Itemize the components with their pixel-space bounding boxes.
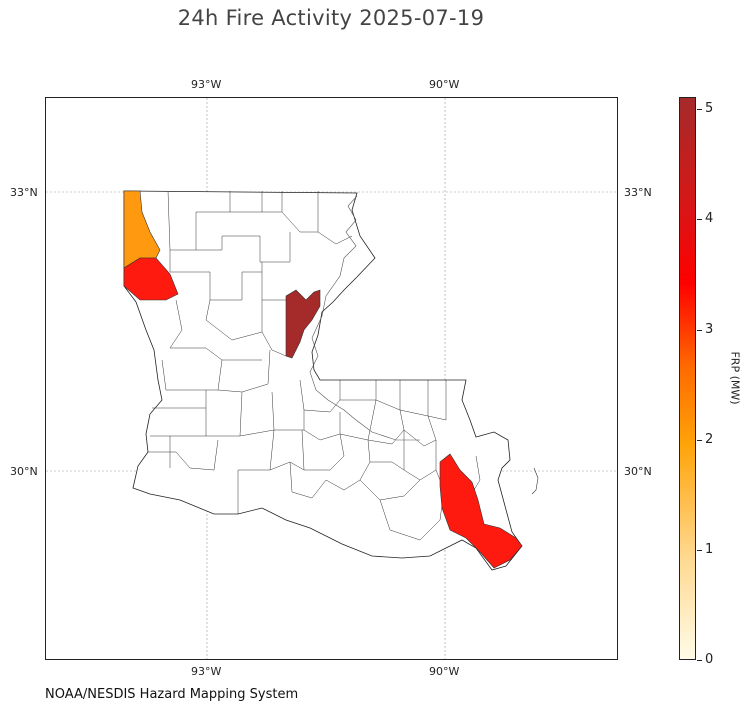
source-credit: NOAA/NESDIS Hazard Mapping System — [45, 687, 299, 702]
colorbar-tick-mark-5 — [697, 109, 702, 110]
colorbar-tick-mark-4 — [697, 219, 702, 220]
colorbar-label-3: 3 — [705, 322, 714, 337]
fire-region-southeast-delta — [439, 453, 523, 569]
fire-region-northeast-central — [285, 289, 321, 359]
lon-tick-top-90: 90°W — [429, 78, 460, 91]
colorbar — [679, 97, 696, 660]
colorbar-tick-mark-2 — [697, 440, 702, 441]
colorbar-label-1: 1 — [705, 542, 714, 557]
lat-tick-right-33: 33°N — [624, 186, 652, 199]
colorbar-tick-mark-0 — [697, 660, 702, 661]
lat-tick-left-33: 33°N — [10, 186, 38, 199]
colorbar-label-5: 5 — [705, 101, 714, 116]
fire-region-northwest-lower — [123, 257, 179, 301]
mississippi-river — [309, 195, 420, 441]
colorbar-label-4: 4 — [705, 211, 714, 226]
colorbar-label-0: 0 — [705, 652, 714, 667]
colorbar-tick-mark-1 — [697, 550, 702, 551]
lon-tick-top-93: 93°W — [191, 78, 222, 91]
page-title: 24h Fire Activity 2025-07-19 — [177, 6, 485, 30]
colorbar-title: FRP (MW) — [728, 351, 742, 405]
colorbar-tick-mark-3 — [697, 330, 702, 331]
lat-tick-left-30: 30°N — [10, 465, 38, 478]
gridlines — [46, 98, 617, 659]
colorbar-label-2: 2 — [705, 432, 714, 447]
state-outline — [123, 190, 523, 571]
coastal-island — [531, 467, 539, 495]
parish-boundaries — [148, 190, 481, 541]
lat-tick-right-30: 30°N — [624, 465, 652, 478]
lon-tick-bottom-93: 93°W — [191, 665, 222, 678]
lon-tick-bottom-90: 90°W — [429, 665, 460, 678]
